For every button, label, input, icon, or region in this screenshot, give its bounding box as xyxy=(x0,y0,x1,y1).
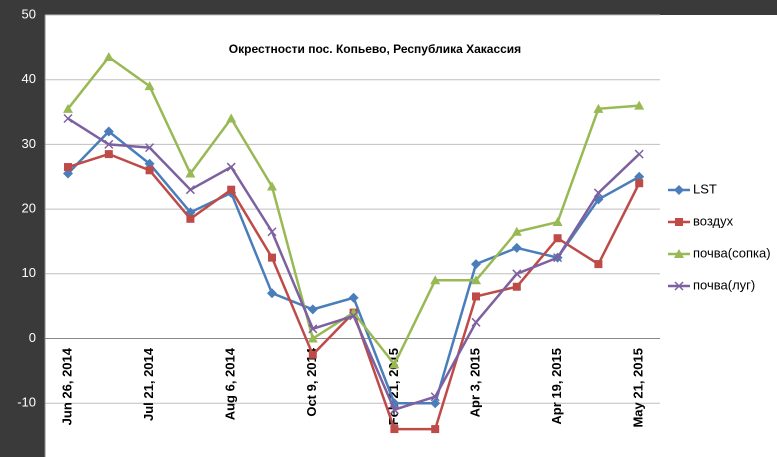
x-tick-label: Apr 3, 2015 xyxy=(467,348,482,417)
point xyxy=(63,113,73,124)
point xyxy=(307,333,318,343)
point xyxy=(226,162,236,172)
point xyxy=(186,214,195,223)
x-tick-label: May 21, 2015 xyxy=(631,348,646,428)
x-tick-label: Apr 19, 2015 xyxy=(549,348,564,425)
point xyxy=(635,179,644,188)
legend-marker xyxy=(674,249,684,258)
point xyxy=(268,253,276,262)
point xyxy=(553,253,563,263)
point xyxy=(471,275,481,285)
point xyxy=(308,324,318,334)
point xyxy=(593,103,604,113)
y-tick-label: -10 xyxy=(17,395,36,410)
point xyxy=(431,425,440,434)
y-tick-label: 10 xyxy=(22,265,36,280)
y-tick-label: 30 xyxy=(22,136,36,151)
point xyxy=(104,139,114,149)
y-tick-label: 20 xyxy=(22,201,36,216)
x-tick-label: Oct 9, 2014 xyxy=(304,347,319,416)
y-tick-label: 40 xyxy=(22,71,36,86)
point xyxy=(430,275,441,285)
point xyxy=(430,398,441,409)
point xyxy=(593,188,603,198)
point xyxy=(308,350,317,359)
point xyxy=(389,359,400,369)
point xyxy=(348,292,359,303)
legend-marker xyxy=(674,281,684,291)
point xyxy=(144,81,155,91)
point xyxy=(512,269,522,279)
point xyxy=(552,217,563,227)
point xyxy=(267,181,277,191)
point xyxy=(471,259,481,270)
x-tick-label: Jun 26, 2014 xyxy=(59,347,74,425)
y-tick-label: 0 xyxy=(29,330,36,345)
point xyxy=(145,166,154,175)
point xyxy=(594,260,603,269)
x-tick-label: Aug 6, 2014 xyxy=(223,347,238,420)
point xyxy=(185,185,195,195)
point xyxy=(471,317,481,327)
point xyxy=(390,425,399,434)
point xyxy=(511,242,522,253)
point xyxy=(104,150,113,159)
plot-area xyxy=(45,15,777,457)
point xyxy=(63,103,73,113)
point xyxy=(389,405,399,415)
point xyxy=(307,304,318,315)
legend-label: LST xyxy=(693,181,717,196)
point xyxy=(634,100,645,110)
point xyxy=(185,168,196,178)
point xyxy=(227,185,236,194)
point xyxy=(103,52,114,62)
point xyxy=(103,126,114,137)
point xyxy=(64,163,72,172)
chart-title: Окрестности пос. Копьево, Республика Хак… xyxy=(229,42,521,56)
legend-label: воздух xyxy=(693,213,734,228)
x-tick-label: Jul 21, 2014 xyxy=(141,347,156,421)
legend-label: почва(луг) xyxy=(693,277,755,292)
point xyxy=(511,226,522,236)
point xyxy=(634,149,644,159)
legend-marker xyxy=(674,185,684,195)
point xyxy=(267,227,277,237)
point xyxy=(512,282,521,291)
point xyxy=(349,311,359,321)
point xyxy=(553,234,562,243)
point xyxy=(267,288,277,299)
point xyxy=(226,113,237,123)
legend-marker xyxy=(675,218,683,226)
y-tick-label: 50 xyxy=(22,6,36,21)
legend-label: почва(сопка) xyxy=(693,245,771,260)
point xyxy=(145,143,155,153)
point xyxy=(472,292,480,301)
point xyxy=(430,392,440,402)
